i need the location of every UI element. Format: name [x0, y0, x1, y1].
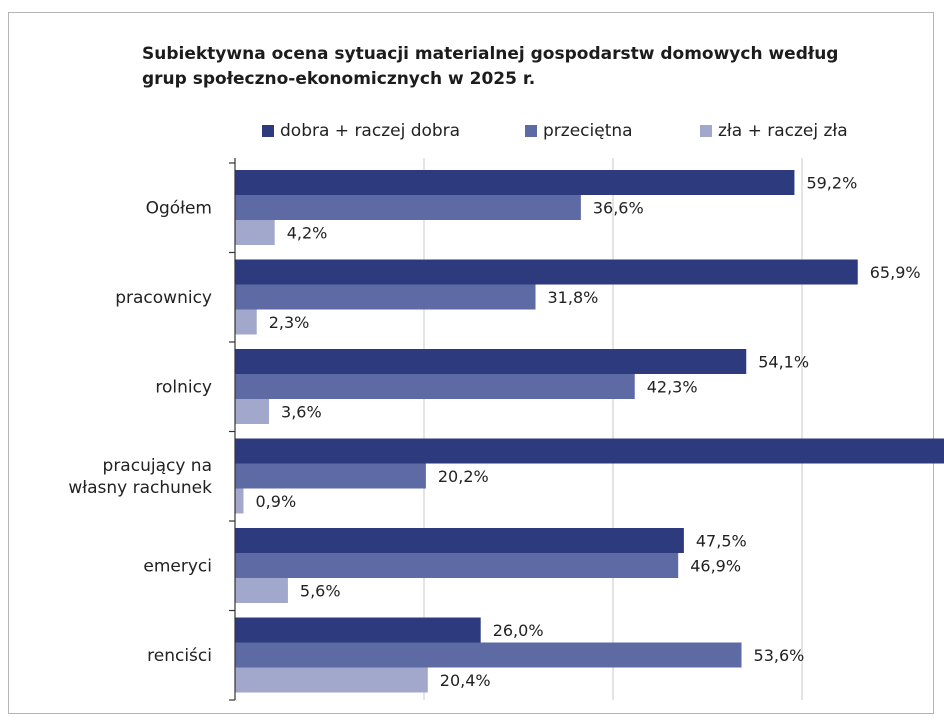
chart-title: Subiektywna ocena sytuacji materialnej g… [142, 42, 902, 92]
chart-title-line-1: Subiektywna ocena sytuacji materialnej g… [142, 44, 839, 64]
legend-swatch-zla [700, 125, 712, 137]
bar-3-1 [235, 463, 426, 489]
bar-3-0 [235, 438, 944, 464]
data-label-3-2: 0,9% [256, 492, 297, 511]
legend-item-dobra: dobra + raczej dobra [262, 121, 460, 141]
data-label-2-0: 54,1% [758, 353, 809, 372]
data-label-2-2: 3,6% [281, 403, 322, 422]
data-label-1-2: 2,3% [269, 313, 310, 332]
legend-item-zla: zła + raczej zła [700, 121, 848, 141]
data-label-4-0: 47,5% [696, 532, 747, 551]
category-label-5-0: renciści [147, 646, 212, 666]
data-label-3-1: 20,2% [438, 467, 489, 486]
chart-title-line-2: grup społeczno-ekonomicznych w 2025 r. [142, 69, 536, 89]
category-label-3-1: własny rachunek [68, 478, 212, 498]
legend-label-zla: zła + raczej zła [718, 121, 848, 141]
bar-4-2 [235, 578, 288, 603]
data-label-0-0: 59,2% [806, 174, 857, 193]
data-label-1-0: 65,9% [870, 263, 921, 282]
bar-4-0 [235, 528, 684, 553]
legend-swatch-dobra [262, 125, 274, 137]
bar-0-1 [235, 195, 581, 220]
data-label-5-2: 20,4% [440, 671, 491, 690]
bar-2-1 [235, 374, 635, 399]
legend-label-przecietna: przeciętna [543, 121, 633, 141]
bar-4-1 [235, 553, 679, 578]
bar-3-2 [235, 488, 244, 514]
category-label-0-0: Ogółem [146, 199, 212, 219]
bar-2-2 [235, 399, 270, 424]
bar-2-0 [235, 349, 747, 374]
bar-5-0 [235, 617, 481, 643]
category-label-3-0: pracujący na [103, 456, 212, 476]
bar-5-2 [235, 667, 428, 693]
bar-0-0 [235, 170, 795, 195]
legend-item-przecietna: przeciętna [525, 121, 633, 141]
category-label-2-0: rolnicy [155, 378, 212, 398]
bar-5-1 [235, 642, 742, 668]
bar-1-0 [235, 259, 858, 285]
bar-0-2 [235, 220, 275, 245]
legend-label-dobra: dobra + raczej dobra [280, 121, 461, 141]
data-label-0-2: 4,2% [287, 224, 328, 243]
category-label-1-0: pracownicy [115, 288, 212, 308]
legend-swatch-przecietna [525, 125, 537, 137]
data-label-2-1: 42,3% [647, 378, 698, 397]
data-label-5-1: 53,6% [754, 646, 805, 665]
data-label-5-0: 26,0% [493, 621, 544, 640]
data-label-4-2: 5,6% [300, 582, 341, 601]
data-label-0-1: 36,6% [593, 199, 644, 218]
bar-1-2 [235, 309, 257, 335]
category-label-4-0: emeryci [143, 557, 212, 577]
data-label-4-1: 46,9% [690, 557, 741, 576]
data-label-1-1: 31,8% [548, 288, 599, 307]
bar-1-1 [235, 284, 536, 310]
